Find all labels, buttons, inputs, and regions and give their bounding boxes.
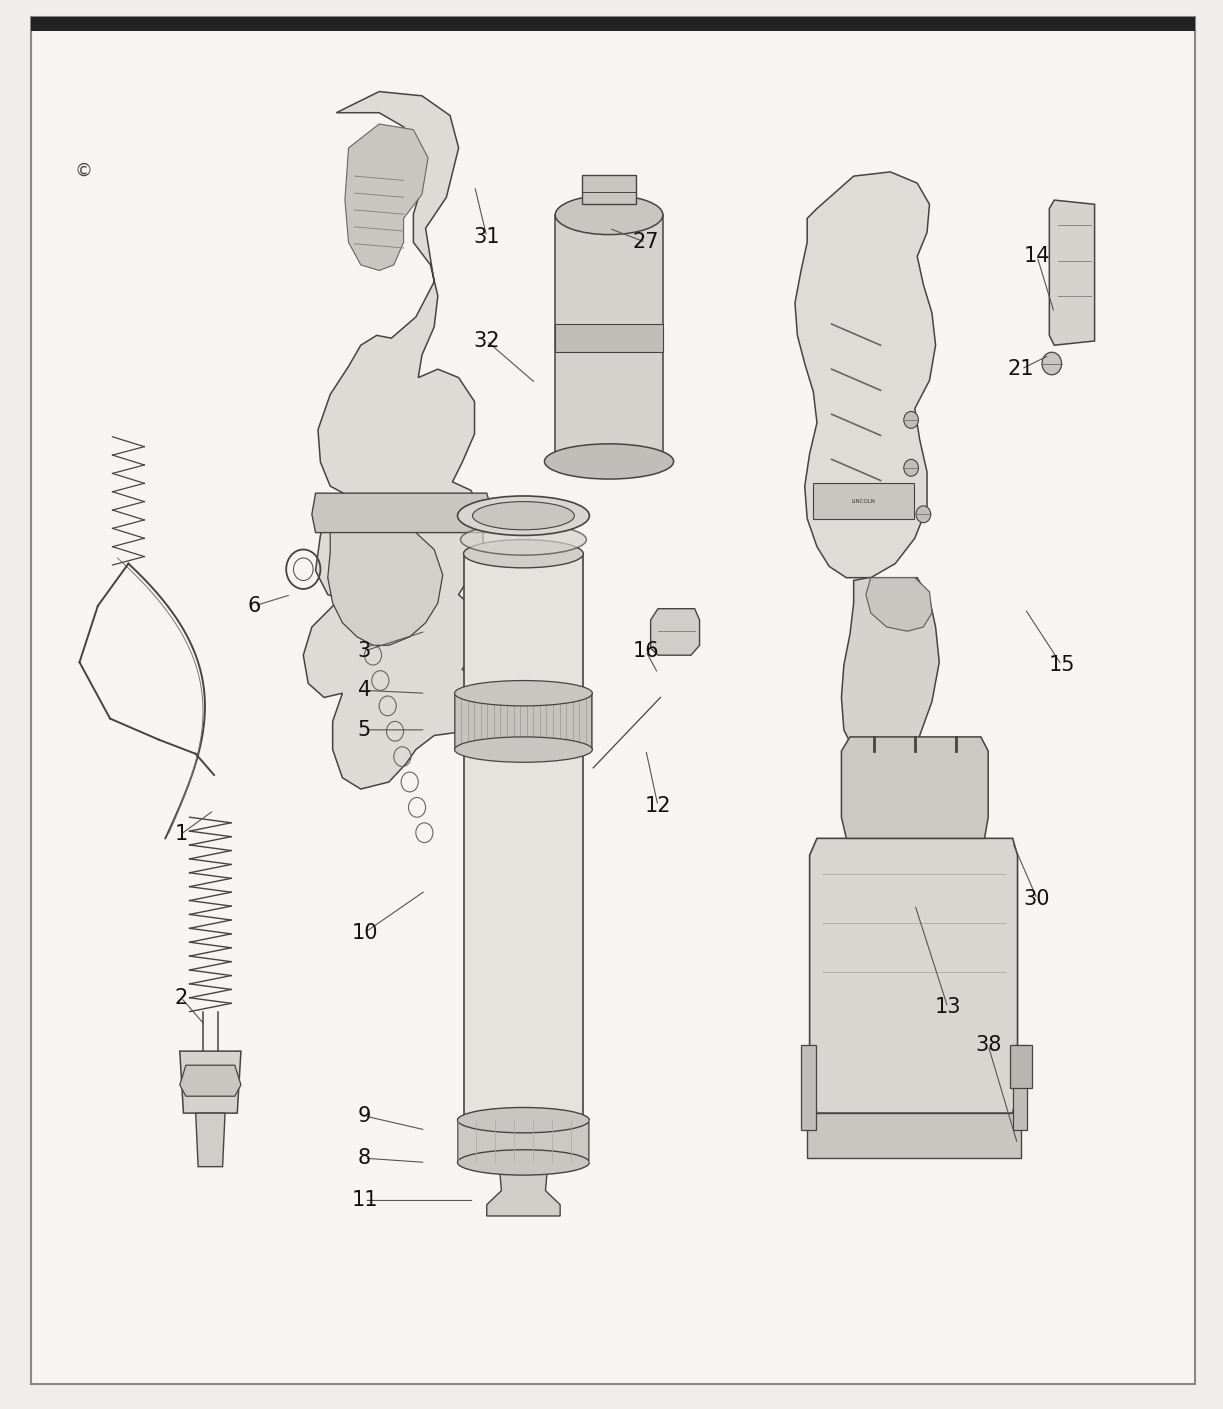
Text: ©: ©	[75, 162, 92, 179]
Polygon shape	[303, 92, 483, 789]
Polygon shape	[457, 1120, 589, 1162]
Polygon shape	[841, 737, 988, 838]
Text: 9: 9	[358, 1106, 371, 1126]
Text: 30: 30	[1024, 889, 1051, 909]
Polygon shape	[464, 554, 583, 1127]
Polygon shape	[1049, 200, 1095, 345]
Ellipse shape	[457, 496, 589, 535]
Bar	[555, 324, 663, 352]
Text: 31: 31	[473, 227, 500, 247]
Polygon shape	[312, 493, 492, 533]
Ellipse shape	[455, 681, 592, 706]
Polygon shape	[555, 214, 663, 462]
Ellipse shape	[461, 524, 586, 555]
Ellipse shape	[464, 540, 583, 568]
Polygon shape	[795, 172, 936, 578]
Text: 5: 5	[358, 720, 371, 740]
Polygon shape	[807, 1113, 1021, 1158]
Text: 4: 4	[358, 681, 371, 700]
Polygon shape	[196, 1113, 225, 1167]
Text: 11: 11	[351, 1191, 378, 1210]
Polygon shape	[841, 578, 939, 768]
Bar	[801, 1045, 816, 1130]
Circle shape	[1042, 352, 1062, 375]
Text: 21: 21	[1008, 359, 1035, 379]
Text: 27: 27	[632, 232, 659, 252]
Text: 12: 12	[645, 796, 671, 816]
Ellipse shape	[457, 1150, 589, 1175]
Bar	[31, 17, 1195, 31]
Bar	[813, 483, 914, 519]
Polygon shape	[651, 609, 700, 655]
Polygon shape	[345, 124, 428, 271]
Text: 16: 16	[632, 641, 659, 661]
Text: 10: 10	[351, 923, 378, 943]
Text: 1: 1	[175, 824, 187, 844]
Polygon shape	[810, 838, 1018, 1113]
Polygon shape	[844, 764, 911, 820]
Ellipse shape	[455, 737, 592, 762]
Text: 38: 38	[975, 1036, 1002, 1055]
Bar	[1010, 1045, 1032, 1088]
Circle shape	[916, 506, 931, 523]
Polygon shape	[180, 1065, 241, 1096]
Text: 8: 8	[358, 1148, 371, 1168]
Circle shape	[904, 411, 918, 428]
Text: LINCOLN: LINCOLN	[851, 499, 876, 504]
Text: 14: 14	[1024, 247, 1051, 266]
Text: 13: 13	[934, 998, 961, 1017]
Polygon shape	[180, 1051, 241, 1113]
Text: 32: 32	[473, 331, 500, 351]
Ellipse shape	[544, 444, 674, 479]
Text: 15: 15	[1048, 655, 1075, 675]
Polygon shape	[866, 578, 932, 631]
Polygon shape	[328, 533, 443, 645]
Text: 2: 2	[175, 988, 187, 1007]
Bar	[582, 175, 636, 203]
Bar	[1013, 1045, 1027, 1130]
Text: 3: 3	[358, 641, 371, 661]
Text: 6: 6	[248, 596, 260, 616]
Polygon shape	[487, 1162, 560, 1216]
Ellipse shape	[457, 1107, 589, 1133]
Circle shape	[904, 459, 918, 476]
Ellipse shape	[472, 502, 575, 530]
Polygon shape	[455, 693, 592, 750]
Ellipse shape	[555, 194, 663, 234]
